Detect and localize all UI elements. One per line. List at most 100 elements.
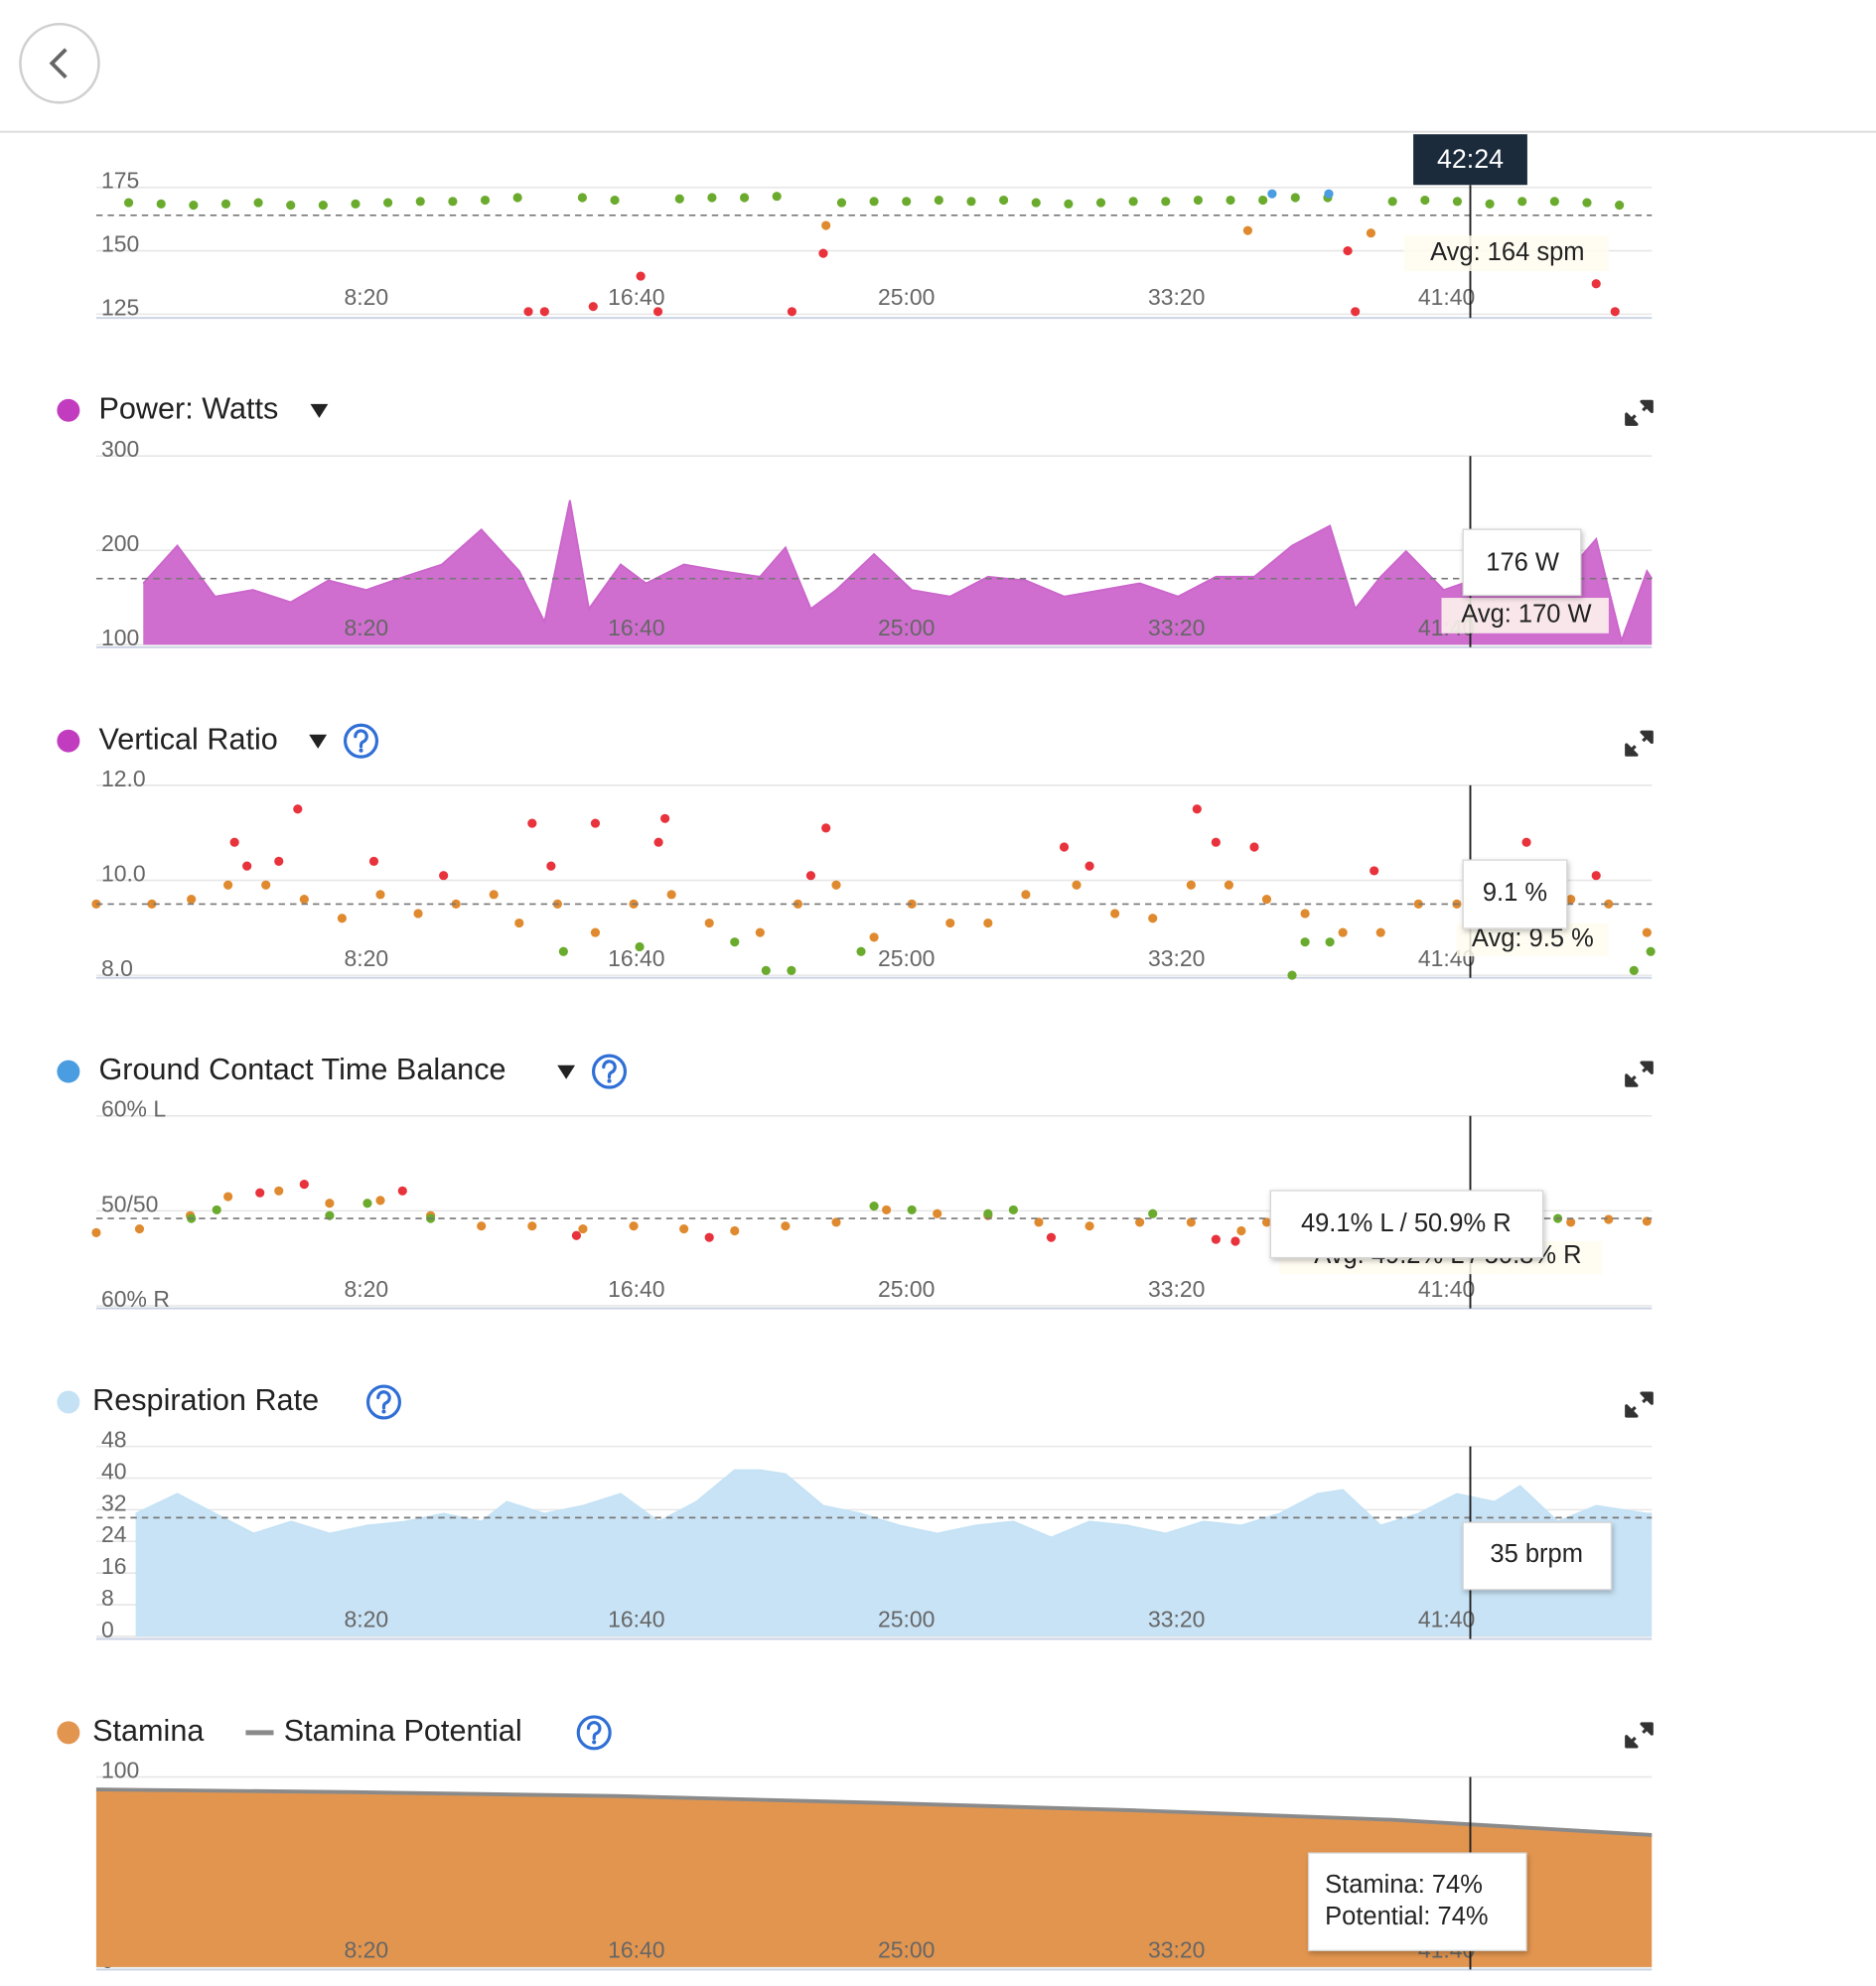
data-point xyxy=(413,909,423,919)
y-tick-label: 150 xyxy=(101,231,139,257)
data-point xyxy=(1084,861,1094,871)
help-dot[interactable] xyxy=(607,1078,612,1083)
data-point xyxy=(983,918,993,928)
data-point xyxy=(755,927,765,937)
data-point xyxy=(1387,197,1397,207)
help-glyph[interactable] xyxy=(376,1390,391,1410)
cursor-time: 42:24 xyxy=(1437,144,1504,174)
expand-glyph[interactable] xyxy=(1625,1061,1654,1087)
x-tick-label: 8:20 xyxy=(345,615,389,640)
data-point xyxy=(1072,880,1082,890)
data-point xyxy=(869,932,879,942)
help-dot[interactable] xyxy=(381,1409,386,1414)
data-point xyxy=(869,197,879,207)
data-point xyxy=(1031,198,1041,208)
expand-icon[interactable] xyxy=(1625,1391,1654,1418)
data-point xyxy=(1287,970,1297,980)
tooltip-value: 176 W xyxy=(1486,548,1559,576)
expand-icon[interactable] xyxy=(1625,399,1654,426)
data-point xyxy=(907,1205,917,1215)
y-tick-label: 48 xyxy=(101,1427,127,1453)
expand-icon[interactable] xyxy=(1625,1722,1654,1749)
data-point xyxy=(514,918,524,928)
x-tick-label: 33:20 xyxy=(1148,945,1205,971)
tooltip-value: 9.1 % xyxy=(1483,879,1547,907)
x-tick-label: 16:40 xyxy=(608,1276,664,1302)
y-tick-label: 10.0 xyxy=(101,860,146,886)
data-point xyxy=(805,871,816,881)
help-circle[interactable] xyxy=(365,1384,402,1420)
expand-icon[interactable] xyxy=(1625,1061,1654,1087)
x-tick-label: 25:00 xyxy=(878,615,935,640)
data-point xyxy=(1034,1217,1044,1227)
dropdown-arrow[interactable] xyxy=(557,1064,576,1079)
data-point xyxy=(325,1199,335,1208)
y-tick-label: 50/50 xyxy=(101,1191,158,1216)
data-point xyxy=(1064,199,1074,209)
back-chevron[interactable] xyxy=(49,48,68,79)
data-point xyxy=(1161,197,1171,207)
data-point xyxy=(652,307,663,317)
data-point xyxy=(1148,1208,1158,1218)
data-point xyxy=(787,965,796,975)
y-tick-label: 0 xyxy=(101,1617,114,1642)
data-point xyxy=(983,1208,993,1218)
data-point xyxy=(1604,899,1614,909)
cursor-time-badge xyxy=(1413,134,1527,186)
tooltip-box xyxy=(1269,1190,1544,1259)
dropdown-arrow[interactable] xyxy=(310,403,329,418)
dropdown-arrow[interactable] xyxy=(309,734,328,749)
expand-icon[interactable] xyxy=(1625,730,1654,757)
data-point xyxy=(1325,937,1335,947)
data-point xyxy=(571,1230,582,1240)
data-point xyxy=(590,818,601,828)
back-circle[interactable] xyxy=(19,22,100,104)
help-glyph[interactable] xyxy=(354,729,368,749)
x-tick-label: 16:40 xyxy=(608,945,664,971)
help-icon[interactable] xyxy=(576,1715,612,1751)
data-point xyxy=(1629,965,1639,975)
data-point xyxy=(821,220,831,230)
chart-title: Ground Contact Time Balance xyxy=(98,1053,505,1086)
help-dot[interactable] xyxy=(592,1740,597,1745)
help-circle[interactable] xyxy=(343,723,379,759)
x-tick-label: 8:20 xyxy=(345,945,389,971)
data-point xyxy=(1128,197,1138,207)
help-circle[interactable] xyxy=(591,1054,628,1089)
expand-glyph[interactable] xyxy=(1625,730,1654,757)
y-tick-label: 300 xyxy=(101,436,139,462)
data-point xyxy=(123,198,134,208)
expand-glyph[interactable] xyxy=(1625,399,1654,426)
chart-panel: 8.010.012.08:20 16:40 25:00 33:20 41:40Avg: … xyxy=(91,766,1656,981)
data-point xyxy=(1604,1214,1614,1224)
back-button[interactable] xyxy=(19,22,100,104)
help-icon[interactable] xyxy=(343,723,379,759)
expand-glyph[interactable] xyxy=(1625,1722,1654,1749)
data-point xyxy=(934,195,943,206)
help-circle[interactable] xyxy=(576,1715,612,1751)
data-point xyxy=(91,1227,101,1237)
data-point xyxy=(679,1223,689,1234)
help-icon[interactable] xyxy=(365,1384,402,1420)
x-tick-label: 8:20 xyxy=(345,1937,389,1963)
help-dot[interactable] xyxy=(359,748,363,753)
data-point xyxy=(1224,880,1233,890)
series-dot xyxy=(57,1060,80,1083)
data-point xyxy=(1370,866,1379,876)
data-point xyxy=(375,1196,385,1206)
data-point xyxy=(1338,927,1348,937)
legend-label: Stamina Potential xyxy=(284,1714,522,1748)
data-point xyxy=(477,1221,487,1231)
data-point xyxy=(223,880,233,890)
tooltip-value: Potential: 74% xyxy=(1325,1903,1488,1930)
help-glyph[interactable] xyxy=(586,1721,602,1741)
expand-glyph[interactable] xyxy=(1625,1391,1654,1418)
x-tick-label: 16:40 xyxy=(608,284,664,310)
help-icon[interactable] xyxy=(591,1054,628,1089)
legend-dot xyxy=(57,1721,80,1745)
data-point xyxy=(1290,193,1300,203)
data-point xyxy=(299,1180,309,1190)
data-point xyxy=(772,192,782,202)
help-glyph[interactable] xyxy=(602,1060,617,1079)
